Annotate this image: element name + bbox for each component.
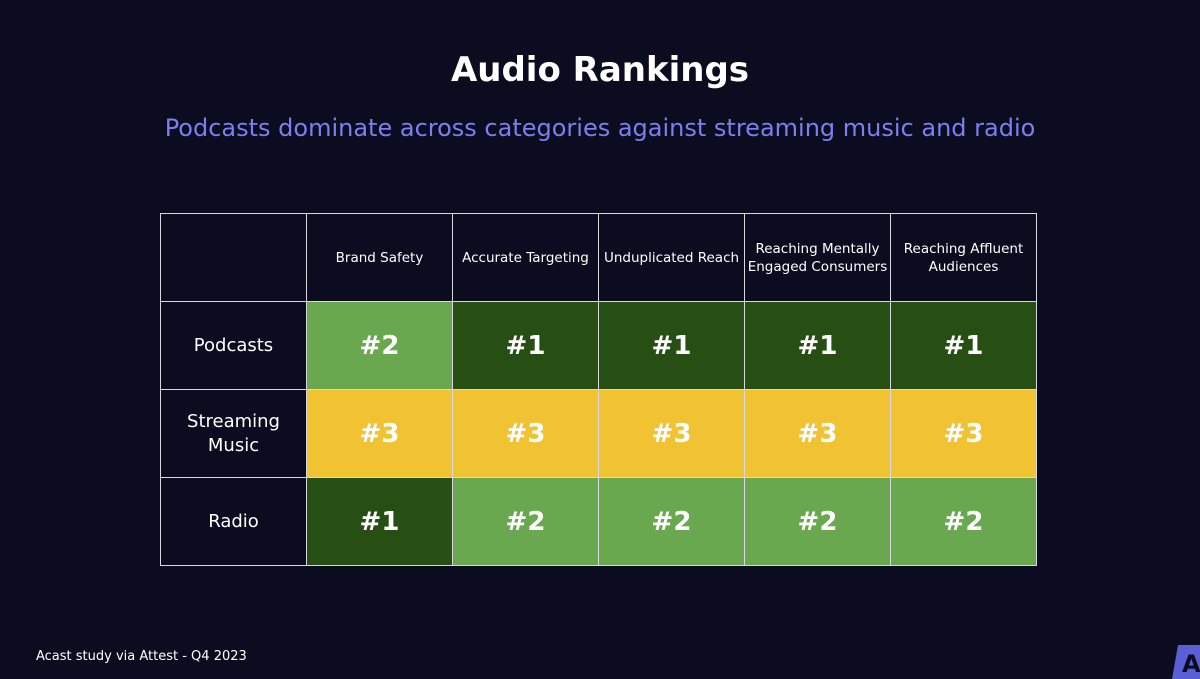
rank-cell: #3: [452, 389, 599, 478]
row-label: Podcasts: [160, 301, 307, 390]
svg-text:A: A: [1182, 650, 1200, 678]
table-row: Streaming Music #3 #3 #3 #3 #3: [160, 389, 1037, 478]
rank-cell: #3: [306, 389, 453, 478]
column-header: Reaching Affluent Audiences: [890, 213, 1037, 302]
rank-cell: #2: [306, 301, 453, 390]
column-header: Unduplicated Reach: [598, 213, 745, 302]
rank-cell: #1: [890, 301, 1037, 390]
rank-cell: #2: [890, 477, 1037, 566]
column-header: Accurate Targeting: [452, 213, 599, 302]
rank-cell: #2: [598, 477, 745, 566]
rank-cell: #2: [452, 477, 599, 566]
page-subtitle: Podcasts dominate across categories agai…: [164, 114, 1036, 142]
row-label: Streaming Music: [160, 389, 307, 478]
acast-logo-icon: A: [1172, 645, 1200, 679]
rank-cell: #3: [890, 389, 1037, 478]
source-footnote: Acast study via Attest - Q4 2023: [36, 649, 247, 664]
rank-cell: #3: [744, 389, 891, 478]
rank-cell: #1: [744, 301, 891, 390]
rank-cell: #3: [598, 389, 745, 478]
rank-cell: #2: [744, 477, 891, 566]
table-row: Podcasts #2 #1 #1 #1 #1: [160, 301, 1037, 390]
rank-cell: #1: [306, 477, 453, 566]
column-header: Brand Safety: [306, 213, 453, 302]
page-title: Audio Rankings: [450, 50, 750, 90]
corner-cell: [160, 213, 307, 302]
rank-cell: #1: [598, 301, 745, 390]
column-header: Reaching Mentally Engaged Consumers: [744, 213, 891, 302]
rank-cell: #1: [452, 301, 599, 390]
table-row: Radio #1 #2 #2 #2 #2: [160, 477, 1037, 566]
rankings-table: Brand Safety Accurate Targeting Unduplic…: [160, 213, 1037, 566]
row-label: Radio: [160, 477, 307, 566]
table-header-row: Brand Safety Accurate Targeting Unduplic…: [160, 213, 1037, 302]
